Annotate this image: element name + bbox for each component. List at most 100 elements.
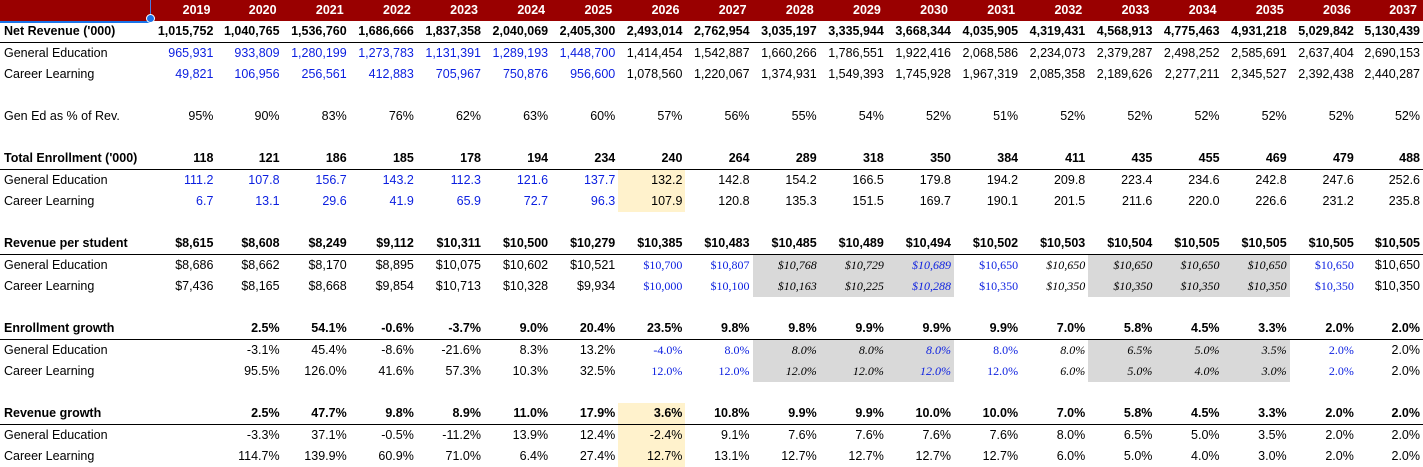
row-label-cell[interactable]: General Education (4, 343, 108, 357)
value-cell[interactable]: 2,085,358 (1029, 67, 1086, 81)
value-cell[interactable]: $10,502 (953, 233, 1022, 255)
year-header-cell[interactable]: 2036 (1289, 0, 1357, 21)
value-cell[interactable]: 194 (483, 148, 552, 170)
empty-cell[interactable] (1290, 212, 1357, 233)
value-cell[interactable]: 2.0% (1356, 318, 1423, 340)
value-cell[interactable]: 71.0% (445, 449, 481, 463)
value-cell[interactable]: 10.8% (685, 403, 753, 425)
empty-cell[interactable] (150, 382, 216, 403)
value-cell[interactable]: 8.0% (752, 339, 820, 361)
value-cell[interactable]: $10,075 (435, 258, 481, 272)
value-cell[interactable]: 6.7 (196, 194, 214, 208)
row-label-cell[interactable]: Career Learning (4, 279, 95, 293)
empty-cell[interactable] (283, 297, 350, 318)
value-cell[interactable]: 23.5% (618, 318, 686, 340)
empty-cell[interactable] (417, 382, 484, 403)
value-cell[interactable]: $10,729 (819, 254, 887, 276)
value-cell[interactable] (150, 446, 216, 467)
value-cell[interactable]: $10,225 (819, 276, 887, 297)
value-cell[interactable]: 57% (657, 109, 683, 123)
value-cell[interactable]: 2,405,300 (551, 21, 619, 43)
empty-cell[interactable] (0, 297, 150, 318)
value-cell[interactable]: 107.9 (618, 191, 686, 212)
empty-cell[interactable] (484, 85, 551, 106)
value-cell[interactable]: 2.5% (216, 403, 283, 425)
empty-cell[interactable] (484, 127, 551, 148)
value-cell[interactable]: 126.0% (304, 364, 347, 378)
value-cell[interactable]: 55% (791, 109, 817, 123)
empty-cell[interactable] (753, 85, 820, 106)
value-cell[interactable]: 1,967,319 (962, 67, 1019, 81)
empty-cell[interactable] (1155, 85, 1222, 106)
value-cell[interactable]: 4,319,431 (1021, 21, 1089, 43)
value-cell[interactable]: 3.3% (1222, 318, 1290, 340)
year-header-cell[interactable]: 2025 (551, 0, 619, 21)
empty-cell[interactable] (618, 212, 685, 233)
value-cell[interactable]: $10,505 (1356, 233, 1423, 255)
value-cell[interactable]: 12.0% (987, 364, 1019, 378)
value-cell[interactable]: $8,895 (375, 258, 414, 272)
value-cell[interactable]: $10,504 (1088, 233, 1156, 255)
value-cell[interactable]: $10,350 (1155, 276, 1223, 297)
value-cell[interactable]: 488 (1356, 148, 1423, 170)
year-header-cell[interactable]: 2031 (953, 0, 1022, 21)
empty-cell[interactable] (820, 212, 887, 233)
value-cell[interactable]: $10,350 (1314, 279, 1354, 293)
value-cell[interactable]: 234 (551, 148, 619, 170)
value-cell[interactable]: $10,807 (710, 258, 750, 272)
empty-cell[interactable] (1223, 297, 1290, 318)
value-cell[interactable]: 13.9% (512, 428, 549, 442)
row-label-cell[interactable]: General Education (4, 46, 108, 60)
value-cell[interactable]: 29.6 (322, 194, 347, 208)
value-cell[interactable]: 235.8 (1388, 194, 1420, 208)
value-cell[interactable]: 3.3% (1222, 403, 1290, 425)
empty-cell[interactable] (1021, 212, 1088, 233)
empty-cell[interactable] (1357, 382, 1423, 403)
value-cell[interactable]: 52% (1394, 109, 1420, 123)
year-header-cell[interactable]: 2027 (685, 0, 753, 21)
value-cell[interactable]: $10,385 (618, 233, 686, 255)
value-cell[interactable]: $8,615 (150, 233, 217, 255)
empty-cell[interactable] (216, 85, 282, 106)
value-cell[interactable]: 8.3% (519, 343, 549, 357)
empty-cell[interactable] (1155, 212, 1222, 233)
value-cell[interactable]: 51% (993, 109, 1019, 123)
value-cell[interactable]: 186 (282, 148, 350, 170)
value-cell[interactable]: 242.8 (1255, 173, 1287, 187)
empty-cell[interactable] (753, 382, 820, 403)
empty-cell[interactable] (350, 297, 417, 318)
row-label-cell[interactable]: Career Learning (4, 194, 95, 208)
value-cell[interactable]: 12.0% (819, 361, 887, 382)
value-cell[interactable]: $8,249 (282, 233, 350, 255)
value-cell[interactable]: 9.9% (886, 318, 954, 340)
value-cell[interactable]: 264 (685, 148, 753, 170)
value-cell[interactable]: 411 (1021, 148, 1089, 170)
value-cell[interactable]: 4.0% (1155, 361, 1223, 382)
empty-cell[interactable] (820, 85, 887, 106)
value-cell[interactable]: $9,934 (577, 279, 616, 293)
empty-cell[interactable] (1155, 127, 1222, 148)
empty-cell[interactable] (1223, 382, 1290, 403)
value-cell[interactable]: 137.7 (583, 173, 616, 187)
value-cell[interactable]: 62% (455, 109, 481, 123)
empty-cell[interactable] (216, 127, 282, 148)
value-cell[interactable]: 2.0% (1391, 364, 1421, 378)
value-cell[interactable]: 154.2 (785, 173, 817, 187)
value-cell[interactable]: 6.5% (1123, 428, 1153, 442)
value-cell[interactable]: 63% (523, 109, 549, 123)
value-cell[interactable]: $10,521 (570, 258, 616, 272)
empty-cell[interactable] (1290, 382, 1357, 403)
value-cell[interactable]: 57.3% (445, 364, 481, 378)
value-cell[interactable]: 114.7% (238, 449, 280, 463)
value-cell[interactable]: 3.6% (618, 403, 686, 425)
value-cell[interactable]: 2,379,287 (1096, 46, 1153, 60)
empty-cell[interactable] (753, 127, 820, 148)
empty-cell[interactable] (887, 127, 954, 148)
value-cell[interactable]: 121 (216, 148, 283, 170)
value-cell[interactable]: 8.0% (993, 343, 1019, 357)
value-cell[interactable]: $10,500 (483, 233, 552, 255)
empty-cell[interactable] (0, 127, 150, 148)
row-label-cell[interactable]: Revenue per student (0, 233, 151, 255)
value-cell[interactable]: 5,029,842 (1289, 21, 1357, 43)
value-cell[interactable]: 8.0% (1060, 343, 1086, 357)
